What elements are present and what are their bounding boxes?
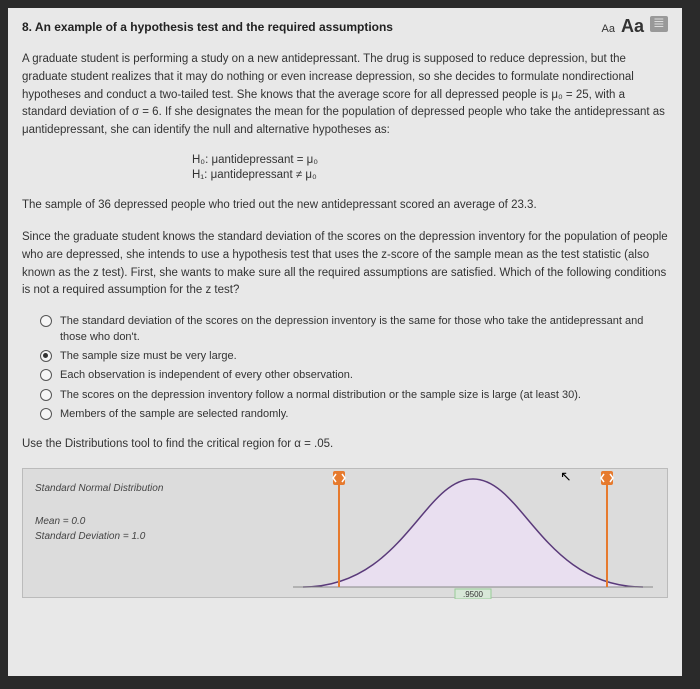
question-number: 8.: [22, 20, 32, 34]
radio-icon[interactable]: [40, 408, 52, 420]
option-label: The sample size must be very large.: [60, 349, 237, 364]
h1-right: ≠ μ₀: [296, 169, 317, 181]
option-label: Each observation is independent of every…: [60, 368, 353, 383]
option-row[interactable]: The scores on the depression inventory f…: [40, 388, 668, 403]
prob-label: .9500: [463, 590, 484, 599]
hypotheses-block: H₀: μantidepressant = μ₀ H₁: μantidepres…: [22, 154, 668, 181]
distribution-title: Standard Normal Distribution: [35, 483, 163, 494]
question-header: 8. An example of a hypothesis test and t…: [22, 16, 668, 37]
radio-icon[interactable]: [40, 369, 52, 381]
null-hypothesis: H₀: μantidepressant = μ₀: [192, 154, 668, 166]
question-title: 8. An example of a hypothesis test and t…: [22, 20, 393, 34]
paragraph-2: The sample of 36 depressed people who tr…: [22, 197, 668, 215]
distribution-chart[interactable]: .9500: [283, 469, 663, 599]
normal-curve: [303, 479, 643, 587]
option-row[interactable]: Each observation is independent of every…: [40, 368, 668, 383]
option-label: Members of the sample are selected rando…: [60, 407, 288, 422]
font-size-small-button[interactable]: Aa: [602, 23, 615, 35]
paragraph-1: A graduate student is performing a study…: [22, 51, 668, 140]
radio-icon[interactable]: [40, 389, 52, 401]
list-icon[interactable]: [650, 16, 668, 32]
options-list: The standard deviation of the scores on …: [40, 314, 668, 422]
font-size-large-button[interactable]: Aa: [621, 16, 644, 37]
radio-icon[interactable]: [40, 350, 52, 362]
left-handle[interactable]: [333, 471, 345, 587]
question-title-text: An example of a hypothesis test and the …: [35, 20, 393, 34]
paragraph-4: Use the Distributions tool to find the c…: [22, 436, 668, 454]
option-row[interactable]: The standard deviation of the scores on …: [40, 314, 668, 345]
radio-icon[interactable]: [40, 315, 52, 327]
paragraph-3: Since the graduate student knows the sta…: [22, 229, 668, 300]
option-label: The scores on the depression inventory f…: [60, 388, 581, 403]
alt-hypothesis: H₁: μantidepressant ≠ μ₀: [192, 169, 668, 181]
page-container: 8. An example of a hypothesis test and t…: [8, 8, 682, 676]
option-row[interactable]: Members of the sample are selected rando…: [40, 407, 668, 422]
tool-info: Standard Normal Distribution Mean = 0.0 …: [35, 483, 163, 546]
right-handle[interactable]: [601, 471, 613, 587]
h0-left: H₀: μantidepressant: [192, 154, 294, 166]
sd-label: Standard Deviation = 1.0: [35, 531, 163, 542]
h1-left: H₁: μantidepressant: [192, 169, 293, 181]
mean-label: Mean = 0.0: [35, 516, 163, 527]
font-controls: Aa Aa: [602, 16, 668, 37]
option-row[interactable]: The sample size must be very large.: [40, 349, 668, 364]
cursor-icon: ↖: [560, 468, 572, 485]
distribution-tool: Standard Normal Distribution Mean = 0.0 …: [22, 468, 668, 598]
h0-right: = μ₀: [297, 154, 318, 166]
option-label: The standard deviation of the scores on …: [60, 314, 668, 345]
